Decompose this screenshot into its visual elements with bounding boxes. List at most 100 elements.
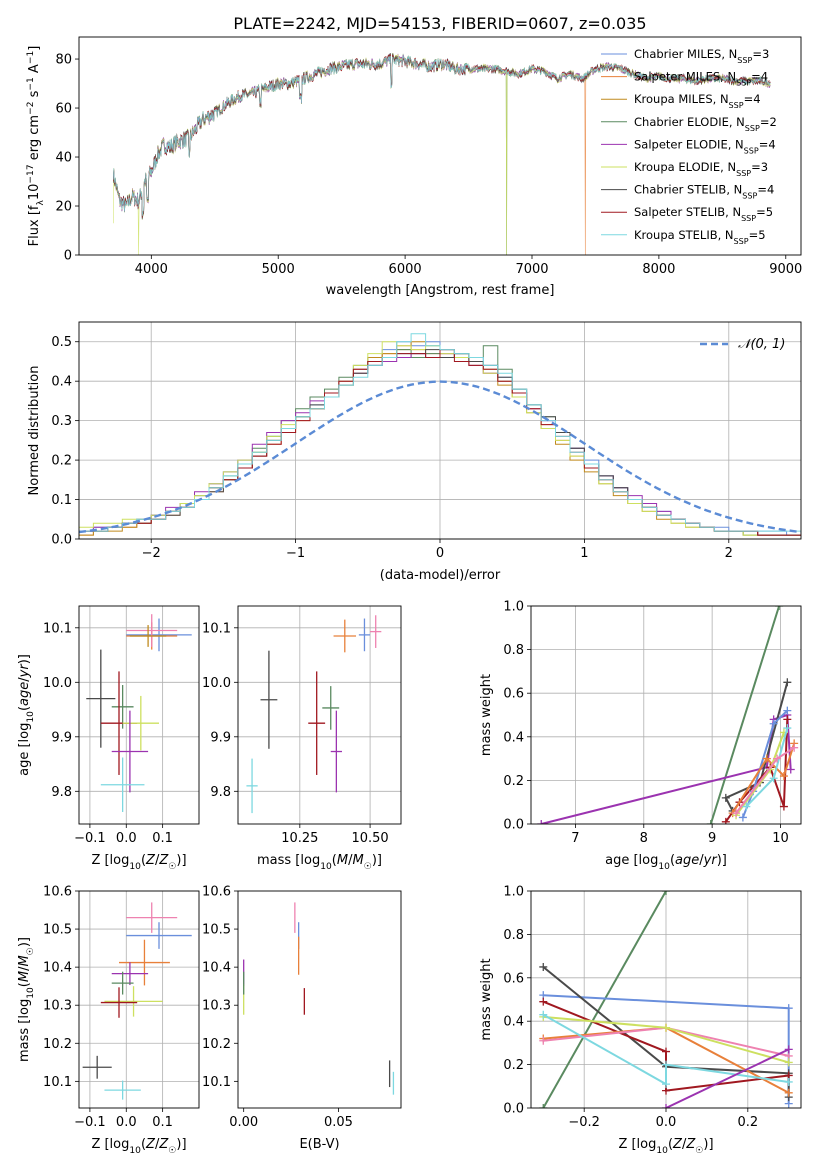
error-bar-point-7 — [122, 695, 159, 751]
legend-entry: Chabrier STELIB, NSSP=4 — [634, 183, 774, 201]
error-bar-point-2 — [333, 619, 357, 653]
y-tick-label: 10.2 — [202, 1037, 231, 1052]
y-tick-label: 0.8 — [503, 928, 524, 943]
error-bar-point-0 — [126, 618, 192, 652]
plot-area-age-vs-z — [86, 614, 192, 813]
legend-entry: Salpeter MILES, NSSP=4 — [634, 70, 768, 88]
weight-marker — [539, 1036, 548, 1045]
x-tick-label: 0.0 — [116, 831, 137, 846]
weight-line-5 — [731, 742, 796, 814]
y-axis-label: Normed distribution — [27, 366, 42, 496]
x-tick-label: −0.1 — [74, 831, 106, 846]
axes-frame-age-vs-z — [78, 605, 200, 825]
weight-line-0 — [542, 891, 667, 1108]
y-tick-label: 10.3 — [202, 999, 231, 1014]
y-axis-label: mass [log10(M/M☉)] — [17, 937, 36, 1062]
error-bar-point-3 — [129, 625, 167, 647]
x-tick-label: −2 — [142, 546, 161, 561]
y-tick-label: 10.1 — [43, 1075, 72, 1090]
y-tick-label: 9.8 — [51, 785, 72, 800]
error-bar-point-3 — [111, 962, 149, 986]
error-bar-point-4 — [111, 971, 134, 995]
legend: Chabrier MILES, NSSP=3 Salpeter MILES, NS… — [601, 47, 777, 245]
weight-marker — [786, 765, 795, 774]
y-axis-label: mass weight — [479, 674, 494, 756]
error-bar-point-6 — [330, 710, 342, 793]
y-tick-label: 10.6 — [202, 885, 231, 900]
y-tick-label: 0 — [64, 249, 72, 264]
legend-entry: Salpeter STELIB, NSSP=5 — [634, 205, 773, 223]
y-tick-label: 10.5 — [202, 923, 231, 938]
y-tick-label: 10.1 — [202, 621, 231, 636]
y-tick-label: 9.9 — [51, 730, 72, 745]
x-axis-label: Z [log10(Z/Z☉)] — [618, 1137, 713, 1156]
weight-marker — [775, 606, 784, 610]
x-axis-label: (data-model)/error — [380, 568, 501, 583]
y-tick-label: 1.0 — [503, 885, 524, 900]
error-bar-point-2 — [126, 614, 178, 647]
error-bar-point-1 — [126, 922, 192, 949]
y-tick-label: 0.1 — [51, 493, 72, 508]
error-bar-point-1 — [370, 615, 382, 648]
weight-marker — [742, 802, 751, 811]
x-tick-label: 0 — [436, 546, 444, 561]
weight-marker — [779, 802, 788, 811]
weight-marker — [784, 1058, 793, 1067]
weight-marker — [706, 820, 715, 824]
weight-marker — [783, 678, 792, 687]
y-tick-label: 10.1 — [43, 621, 72, 636]
x-tick-label: 1 — [580, 546, 588, 561]
y-tick-label: 0.0 — [51, 533, 72, 548]
x-tick-label: 4000 — [135, 262, 168, 277]
y-tick-label: 20 — [55, 200, 72, 215]
panel-residuals: −2 −1 0 1 2 0.0 0.1 0.2 0.3 0.4 0.5 (data-model)/er… — [27, 321, 802, 583]
plot-area-age-vs-mass — [246, 615, 382, 814]
legend-entry: Kroupa MILES, NSSP=4 — [634, 92, 761, 110]
axes-frame-mass-weight-vs-z — [530, 890, 802, 1109]
axes-frame-residuals — [78, 321, 802, 540]
error-bar-point-0 — [358, 618, 371, 652]
y-tick-label: 0.3 — [51, 414, 72, 429]
histogram-5 — [79, 341, 801, 539]
plot-area-mass-weight-vs-age — [537, 606, 799, 824]
y-tick-label: 60 — [55, 102, 72, 117]
x-tick-label: −1 — [286, 546, 305, 561]
weight-marker — [721, 793, 730, 802]
weight-marker — [783, 715, 792, 724]
weight-marker — [784, 1004, 793, 1013]
x-tick-label: 10.50 — [351, 831, 388, 846]
axes-frame-spectrum — [78, 36, 802, 256]
weight-marker — [732, 809, 741, 818]
plot-area-mass-vs-z — [82, 902, 192, 1100]
weight-marker — [779, 772, 788, 781]
error-bar-point-5 — [308, 671, 326, 775]
weight-marker — [784, 1077, 793, 1086]
weight-marker — [662, 1080, 670, 1089]
x-tick-label: 8 — [640, 831, 648, 846]
plot-area-residuals — [79, 333, 801, 539]
weight-marker — [738, 813, 747, 822]
normal-reference-curve — [79, 380, 801, 534]
axes-frame-mass-weight-vs-age — [530, 605, 802, 825]
y-tick-label: 10.1 — [202, 1075, 231, 1090]
panel-mass-vs-z: −0.1 0.0 0.1 10.1 10.2 10.3 10.4 10.5 10.6 Z [log… — [17, 885, 200, 1156]
x-axis-label: E(B-V) — [299, 1137, 339, 1152]
weight-marker — [662, 1060, 670, 1069]
y-tick-label: 0.6 — [503, 687, 524, 702]
weight-line-7 — [542, 1013, 789, 1086]
x-tick-label: 0.2 — [737, 1115, 758, 1130]
error-bar-point-8 — [104, 1080, 141, 1100]
y-tick-label: 10.6 — [43, 885, 72, 900]
y-tick-label: 0.0 — [503, 1102, 524, 1117]
y-tick-label: 0.8 — [503, 643, 524, 658]
x-axis-label: Z [log10(Z/Z☉)] — [91, 1137, 186, 1156]
y-tick-label: 9.9 — [210, 730, 231, 745]
panel-spectrum: 4000 5000 6000 7000 8000 9000 0 20 40 60 80 wavelen… — [26, 36, 802, 298]
weight-marker — [662, 1023, 670, 1032]
error-bar-point-2 — [119, 939, 170, 986]
weight-marker — [662, 1047, 670, 1056]
error-bar-point-5 — [111, 685, 134, 729]
y-tick-label: 0.2 — [503, 774, 524, 789]
y-tick-label: 0.2 — [503, 1058, 524, 1073]
